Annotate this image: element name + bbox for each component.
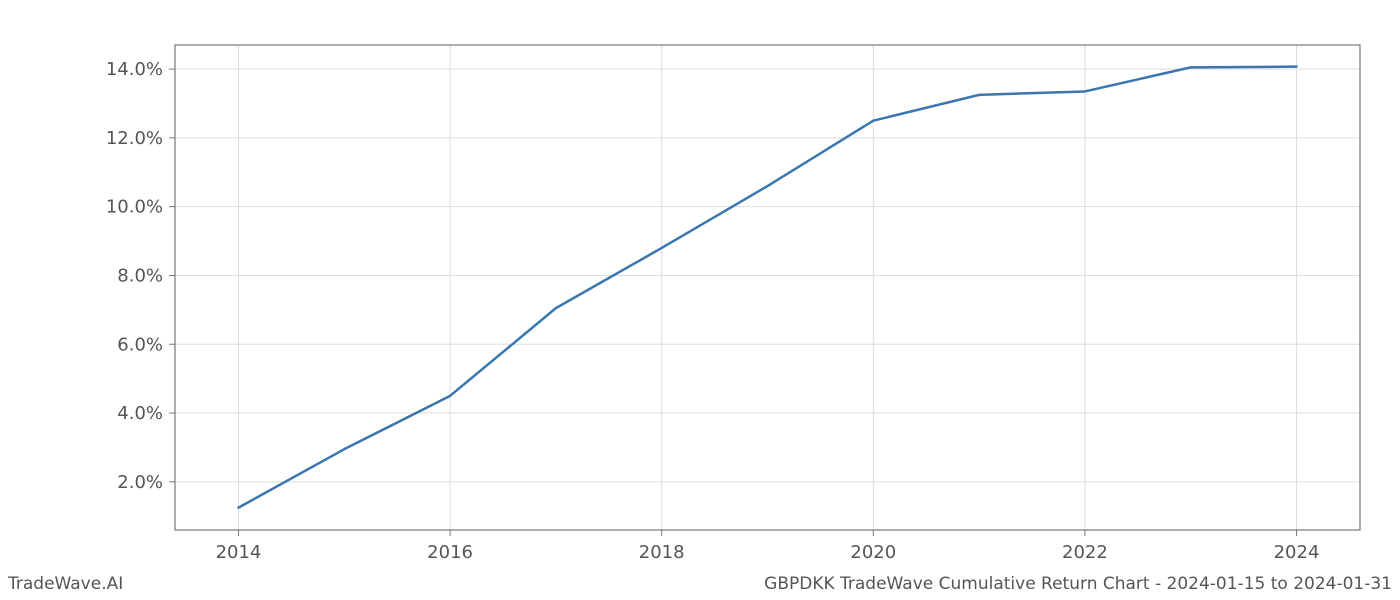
x-tick-label: 2020 [850,542,896,563]
y-tick-label: 14.0% [106,59,163,80]
y-tick-label: 12.0% [106,128,163,149]
footer-right-text: GBPDKK TradeWave Cumulative Return Chart… [764,574,1392,594]
x-tick-label: 2022 [1062,542,1108,563]
footer-left-text: TradeWave.AI [8,574,123,594]
x-tick-label: 2014 [216,542,262,563]
x-tick-label: 2016 [427,542,473,563]
y-tick-label: 2.0% [117,472,163,493]
y-tick-label: 6.0% [117,334,163,355]
chart-container: 2014 2016 2018 2020 2022 2024 2.0% 4.0% 6.0% 8.0%… [0,0,1400,600]
line-chart: 2014 2016 2018 2020 2022 2024 2.0% 4.0% 6.0% 8.0%… [0,0,1400,600]
y-tick-label: 4.0% [117,403,163,424]
y-tick-label: 8.0% [117,265,163,286]
y-tick-label: 10.0% [106,197,163,218]
x-tick-label: 2018 [639,542,685,563]
x-tick-label: 2024 [1274,542,1320,563]
